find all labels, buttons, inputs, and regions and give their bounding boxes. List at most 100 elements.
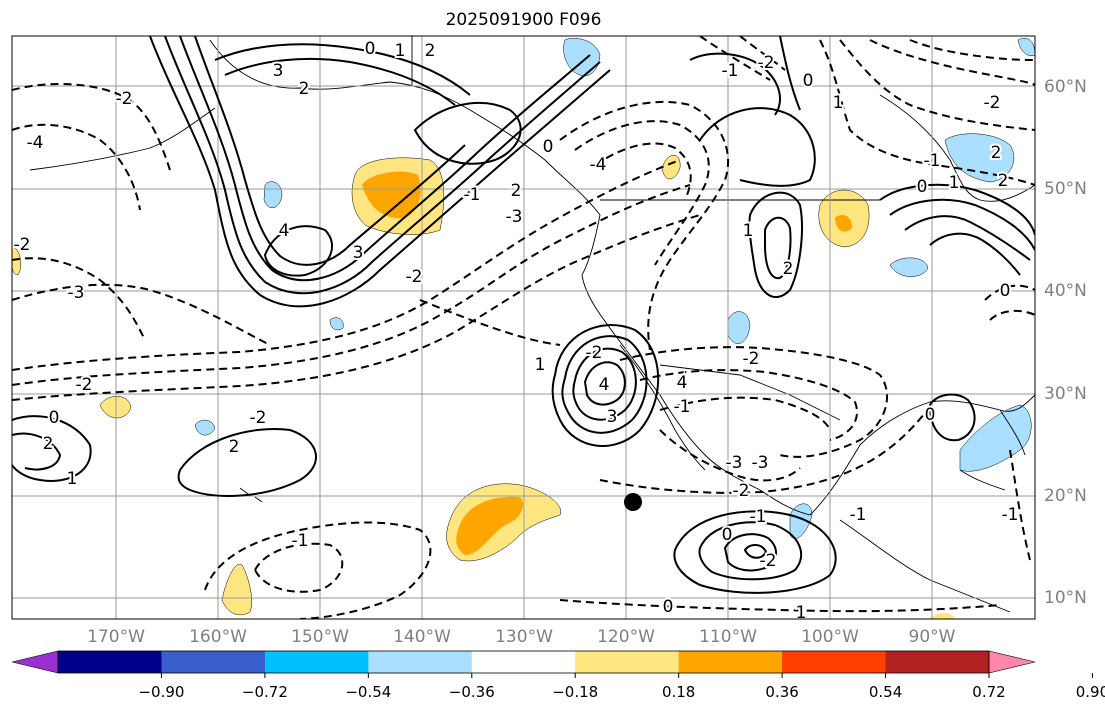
contour-line: [413, 102, 522, 165]
west-coast: [581, 214, 811, 516]
lat-label-50n: 50°N: [1044, 179, 1087, 199]
contour-label: -1: [722, 61, 739, 81]
contour-line: [12, 257, 146, 341]
contour-line: [559, 599, 1001, 613]
colorbar-tick-label: −0.54: [345, 683, 392, 701]
contour-line: [879, 183, 1035, 236]
contour-label: 2: [998, 171, 1009, 191]
contour-line: [739, 36, 786, 71]
colorbar-tick-marks: [160, 673, 1093, 678]
contour-line: [723, 533, 777, 572]
contour-line: [12, 283, 271, 346]
contour-line: [764, 216, 792, 280]
negative-contours: [12, 36, 1035, 619]
colorbar-segment: [885, 651, 990, 673]
contour-line: [253, 542, 344, 593]
contour-line: [869, 39, 1035, 86]
contour-label: -1: [750, 507, 767, 527]
colorbar-segment: [368, 651, 473, 673]
contour-label: 0: [543, 137, 554, 157]
contour-line: [619, 346, 889, 458]
shaded-anomalies: [12, 38, 1035, 619]
contour-line: [204, 521, 432, 619]
contour-line: [929, 232, 1021, 276]
contour-line: [263, 225, 334, 277]
contour-line: [574, 120, 710, 266]
contour-line: [214, 43, 471, 96]
contour-label: 1: [949, 173, 960, 193]
lon-label-110w: 110°W: [699, 627, 757, 647]
contour-line: [12, 214, 701, 401]
contour-label: 4: [279, 221, 290, 241]
contour-label: 0: [663, 597, 674, 617]
negative-anomaly-alaska-north: [563, 38, 601, 77]
map-title: 2025091900 F096: [445, 10, 602, 30]
contour-line: [561, 335, 648, 434]
colorbar-segment: [161, 651, 266, 673]
contour-label: -4: [27, 133, 44, 153]
colorbar-segments: [58, 651, 990, 673]
contour-label: 4: [599, 375, 610, 395]
contour-label: -2: [116, 89, 133, 109]
negative-anomaly-pacific: [263, 181, 283, 208]
colorbar-tick-label: 0.54: [868, 683, 903, 701]
contour-line: [639, 369, 858, 441]
hawaii-islands: [239, 487, 263, 503]
contour-label: 2: [991, 143, 1002, 163]
lat-label-20n: 20°N: [1044, 486, 1087, 506]
colorbar-tick-label: −0.36: [448, 683, 495, 701]
contour-label: 4: [677, 373, 688, 393]
central-america: [839, 519, 1011, 613]
contour-label: 0: [925, 405, 936, 425]
colorbar-segment: [575, 651, 680, 673]
contour-line: [689, 52, 781, 116]
contour-line: [559, 101, 730, 351]
contour-line: [599, 399, 936, 494]
lon-label-160w: 160°W: [189, 627, 247, 647]
lat-label-40n: 40°N: [1044, 281, 1087, 301]
contour-label: 2: [229, 437, 240, 457]
negative-anomaly-top-right: [1017, 38, 1035, 56]
contour-label: 2: [783, 259, 794, 279]
gulf-coast: [809, 394, 1035, 516]
contour-line: [12, 83, 171, 171]
contour-label: -2: [76, 375, 93, 395]
colorbar-tick-label: 0.72: [972, 683, 1006, 701]
contour-label: -2: [760, 551, 777, 571]
contour-line: [12, 415, 92, 482]
colorbar-tick-label: 0.18: [661, 683, 696, 701]
colorbar-tick-label: −0.90: [138, 683, 185, 701]
negative-anomaly-florida: [959, 404, 1032, 472]
strong-anomaly-gulf-of-alaska: [362, 171, 421, 219]
contour-line: [594, 142, 692, 201]
coastlines: [29, 36, 1035, 613]
colorbar-segment: [264, 651, 369, 673]
contour-label: -2: [743, 349, 760, 369]
contour-label: -1: [924, 151, 941, 171]
contour-label: 1: [67, 469, 78, 489]
colorbar-tick-label: −0.18: [552, 683, 599, 701]
contour-line: [419, 299, 561, 346]
aleutian-islands: [29, 107, 216, 171]
contour-line: [743, 544, 768, 559]
contour-line: [572, 347, 637, 421]
contour-label: -2: [733, 481, 750, 501]
contour-label: 1: [743, 221, 754, 241]
strong-anomaly-south-pacific: [456, 496, 524, 555]
location-marker: [624, 493, 642, 511]
contour-line: [699, 36, 771, 81]
contour-label: -2: [758, 53, 775, 73]
contour-line: [659, 429, 801, 482]
colorbar-extend-left: [11, 650, 59, 674]
contour-label: -2: [586, 343, 603, 363]
contour-label: 2: [425, 41, 436, 61]
contour-label: 0: [917, 177, 928, 197]
colorbar: [11, 650, 1093, 678]
contour-label: -2: [14, 235, 31, 255]
contour-line: [224, 57, 456, 106]
colorbar-extend-right: [988, 650, 1036, 674]
contour-label: 0: [49, 408, 60, 428]
contour-line: [839, 39, 1035, 131]
contour-line: [583, 361, 626, 406]
